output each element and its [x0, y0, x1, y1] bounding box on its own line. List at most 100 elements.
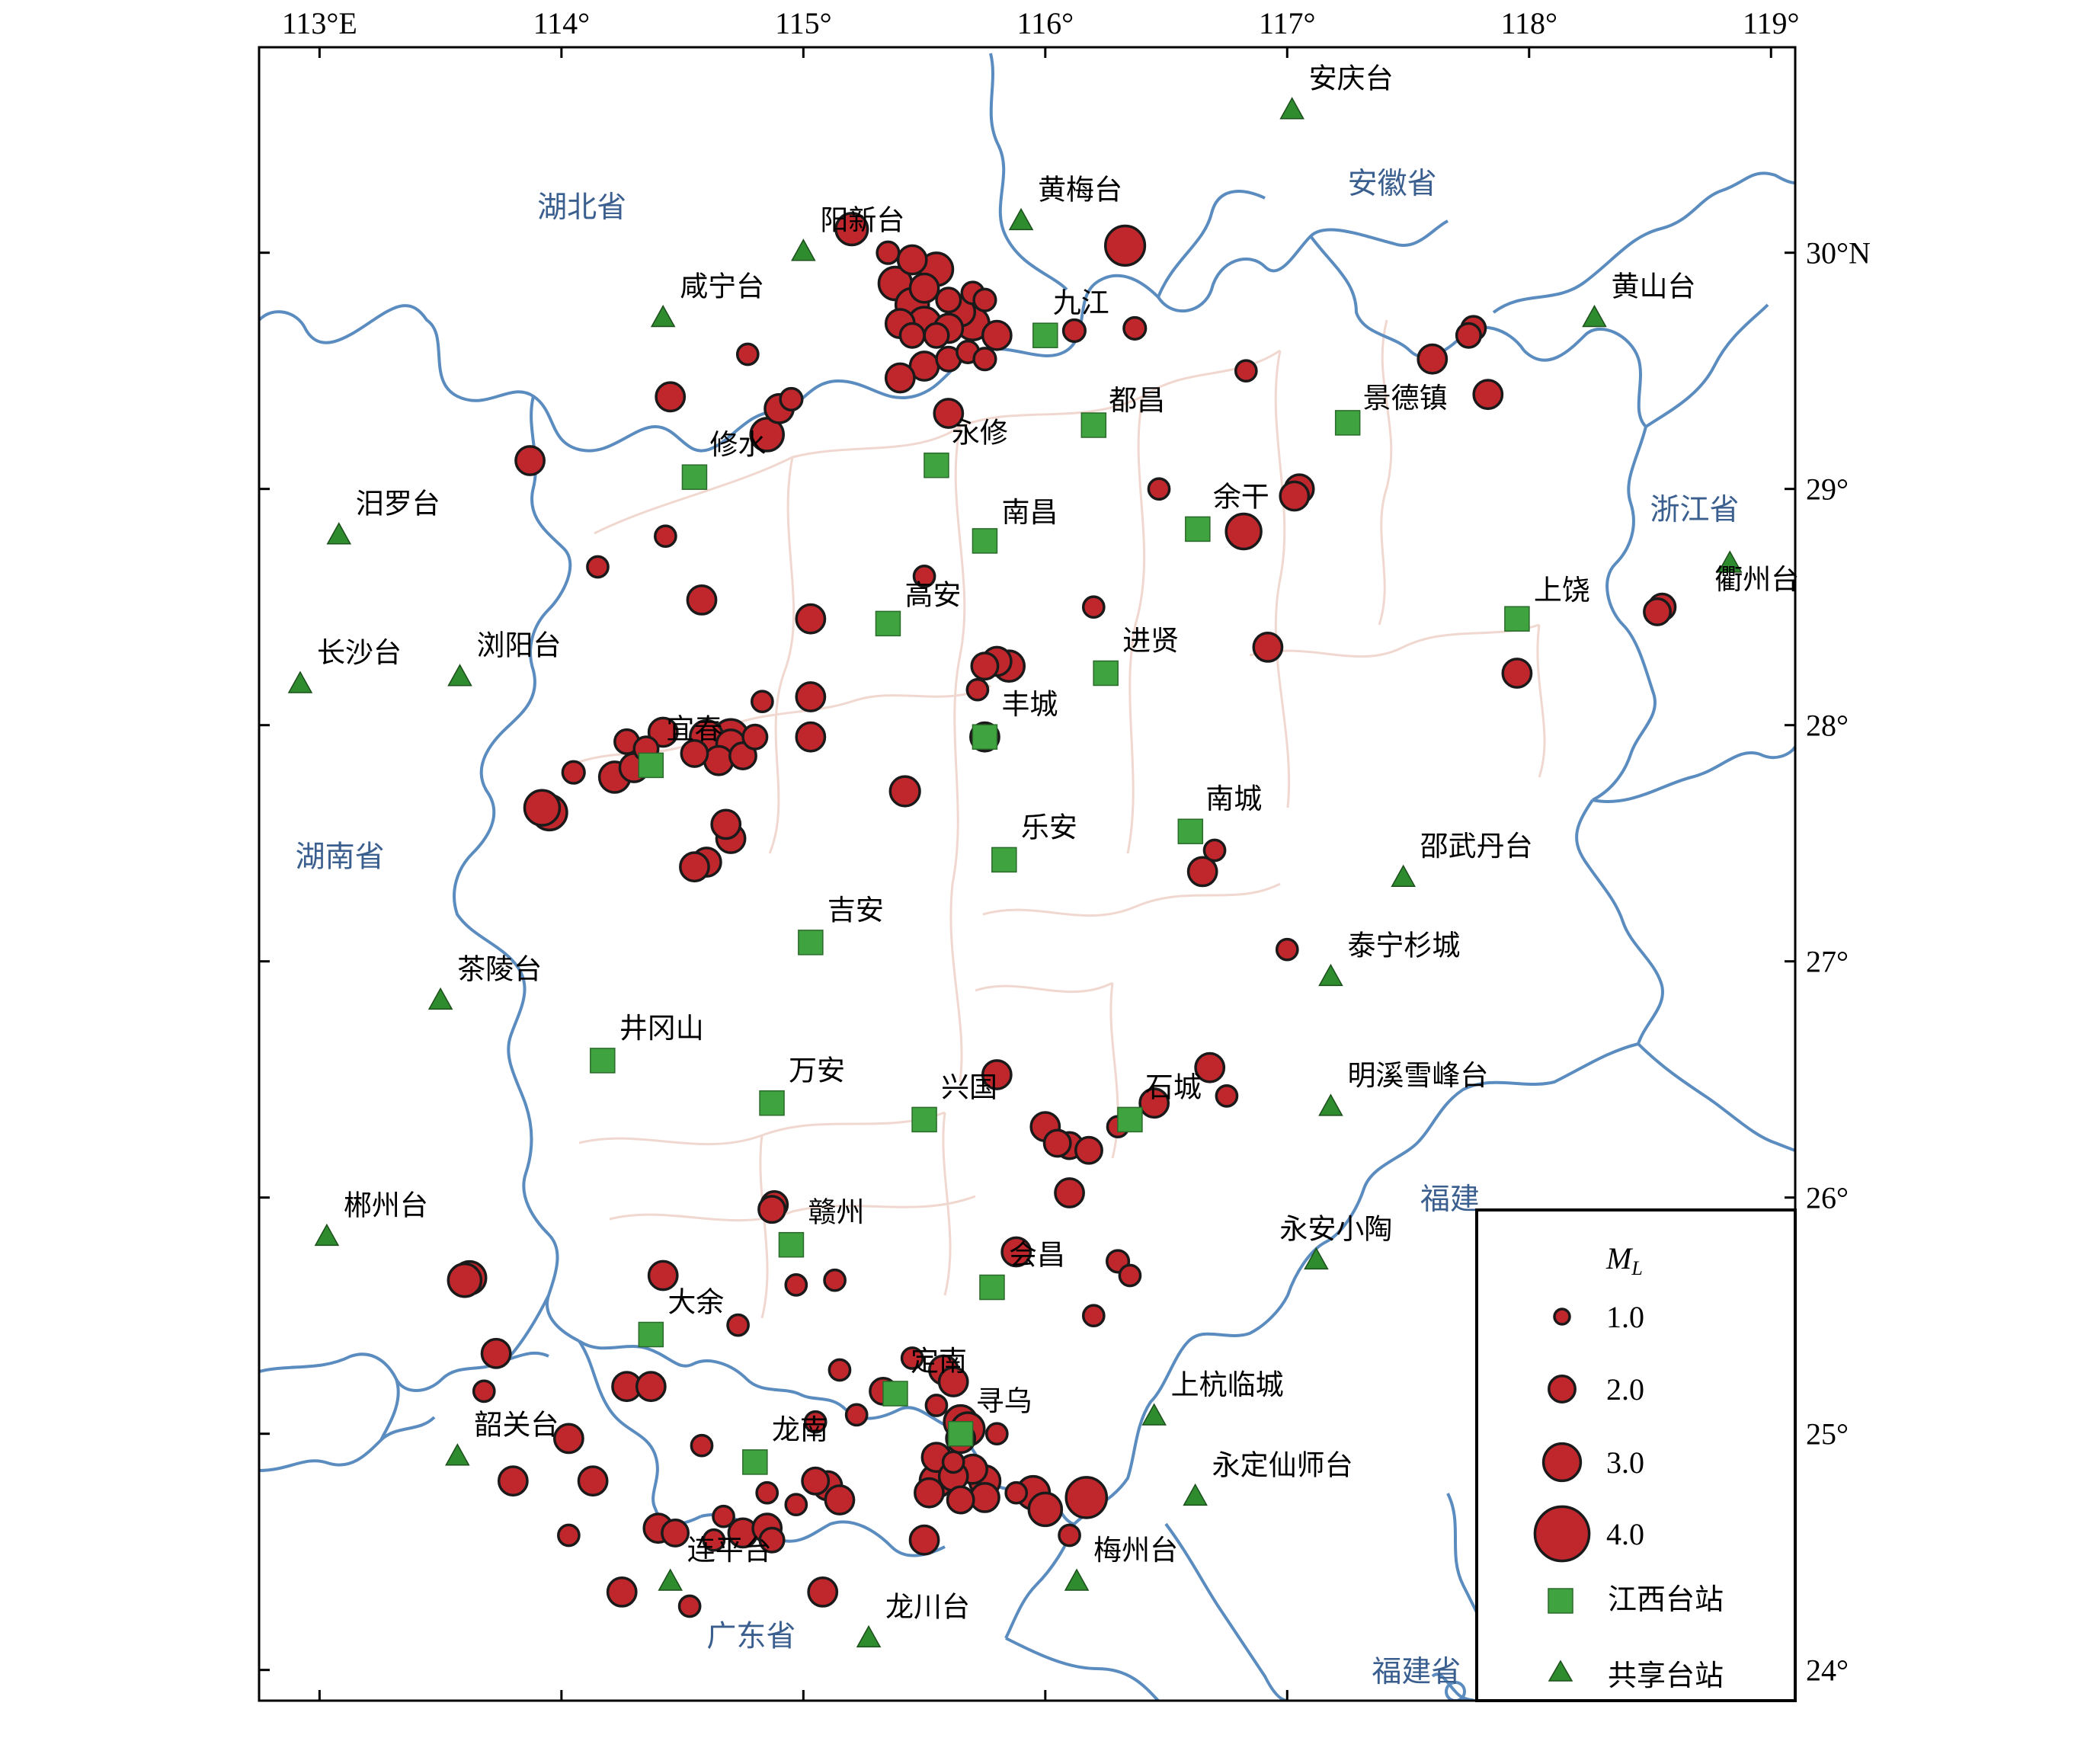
shared-station-label: 梅州台	[1093, 1534, 1178, 1567]
earthquake-marker	[969, 1482, 1000, 1513]
earthquake-marker	[823, 1268, 847, 1292]
jx-station-marker	[947, 1420, 974, 1447]
jx-station-marker	[798, 930, 824, 955]
jx-station-marker	[972, 528, 998, 554]
shared-station-label: 黄山台	[1611, 270, 1695, 303]
shared-station-label: 衢州台	[1714, 563, 1799, 596]
province-label: 湖南省	[296, 840, 385, 875]
earthquake-marker	[1103, 224, 1147, 267]
earthquake-marker	[935, 286, 962, 314]
shared-station-label: 安庆台	[1309, 62, 1394, 95]
lat-tick-label: 29°	[1806, 472, 1849, 507]
jx-station-label: 南昌	[1001, 496, 1058, 529]
jx-station-label: 兴国	[941, 1071, 997, 1103]
earthquake-marker	[1081, 1304, 1106, 1328]
jx-station-label: 高安	[904, 578, 961, 611]
earthquake-marker	[735, 342, 760, 366]
earthquake-marker	[726, 1313, 750, 1337]
earthquake-marker	[728, 741, 757, 770]
earthquake-layer	[447, 212, 1677, 1618]
earthquake-marker	[480, 1337, 512, 1369]
shared-station-marker	[427, 987, 453, 1010]
jx-station-label: 龙南	[772, 1413, 828, 1446]
shared-station-marker	[1318, 1093, 1343, 1116]
earthquake-marker	[876, 240, 901, 265]
earthquake-marker	[472, 1379, 496, 1404]
earthquake-marker	[912, 565, 936, 588]
earthquake-marker	[1147, 477, 1171, 501]
shared-station-label: 茶陵台	[457, 952, 542, 985]
earthquake-marker	[946, 1485, 975, 1515]
legend-size-label: 2.0	[1606, 1372, 1644, 1407]
earthquake-marker	[1472, 379, 1504, 411]
shared-station-marker	[856, 1624, 882, 1648]
earthquake-marker	[779, 386, 804, 411]
shared-station-marker	[1582, 304, 1607, 328]
shared-station-marker	[1304, 1247, 1329, 1270]
earthquake-marker	[552, 1423, 584, 1455]
jx-station-label: 景德镇	[1363, 382, 1448, 414]
province-label: 福建	[1420, 1183, 1480, 1217]
earthquake-marker	[1194, 1051, 1226, 1083]
jx-station-marker	[1185, 516, 1211, 543]
legend-box	[1475, 1208, 1797, 1702]
shared-station-label: 明溪雪峰台	[1347, 1059, 1488, 1092]
earthquake-marker	[690, 1433, 714, 1458]
shared-station-marker	[791, 238, 816, 261]
shared-station-marker	[287, 671, 313, 693]
jx-station-marker	[638, 1321, 664, 1348]
earthquake-marker	[828, 1358, 852, 1382]
jx-station-marker	[924, 452, 949, 479]
province-label: 福建省	[1372, 1655, 1461, 1689]
earthquake-marker	[514, 445, 546, 476]
earthquake-marker	[981, 319, 1013, 351]
jx-station-marker	[1117, 1106, 1143, 1133]
shared-station-label: 邵武丹台	[1420, 830, 1533, 863]
earthquake-marker	[801, 1466, 831, 1496]
lat-tick-label: 27°	[1806, 945, 1849, 979]
earthquake-marker	[908, 1524, 940, 1556]
jx-station-marker	[590, 1048, 616, 1074]
shared-station-marker	[658, 1568, 683, 1591]
shared-station-label: 汨罗台	[356, 488, 440, 520]
earthquake-marker	[712, 1504, 735, 1528]
legend-size-label: 3.0	[1606, 1445, 1644, 1480]
jx-station-marker	[911, 1106, 937, 1133]
shared-station-label: 永定仙师台	[1212, 1448, 1353, 1481]
shared-station-label: 咸宁台	[680, 270, 764, 303]
jx-station-marker	[1080, 412, 1107, 438]
legend-size-symbol	[1533, 1505, 1591, 1563]
earthquake-marker	[795, 681, 827, 712]
jx-station-marker	[1032, 322, 1058, 348]
jx-station-label: 修水	[709, 428, 766, 461]
earthquake-marker	[1064, 1476, 1109, 1519]
earthquake-marker	[1643, 597, 1672, 626]
shared-station-label: 郴州台	[344, 1189, 428, 1221]
earthquake-marker	[635, 1371, 667, 1403]
jx-station-label: 寻乌	[976, 1385, 1032, 1418]
earthquake-marker	[970, 651, 1000, 681]
jx-station-marker	[681, 464, 708, 490]
shared-station-label: 浏阳台	[477, 629, 562, 662]
earthquake-marker	[710, 808, 742, 840]
legend-size-label: 4.0	[1606, 1517, 1644, 1551]
jx-station-label: 丰城	[1001, 688, 1058, 721]
jx-station-marker	[972, 724, 998, 750]
shared-station-label: 上杭临城	[1171, 1368, 1284, 1401]
jx-station-label: 乐安	[1021, 811, 1077, 843]
shared-station-label: 阳新台	[820, 204, 904, 237]
lat-tick-label: 30°N	[1806, 236, 1871, 270]
jx-station-label: 进贤	[1122, 625, 1179, 658]
jx-station-label: 定南	[911, 1345, 967, 1378]
province-label: 湖北省	[537, 190, 626, 225]
earthquake-marker	[900, 1346, 924, 1370]
shared-station-label: 黄梅台	[1038, 173, 1122, 206]
earthquake-marker	[1186, 856, 1218, 888]
earthquake-marker	[561, 760, 586, 785]
earthquake-marker	[937, 1366, 969, 1397]
earthquake-marker	[447, 1262, 483, 1298]
earthquake-marker	[654, 524, 677, 549]
legend-shared-station-label: 共享台站	[1608, 1659, 1724, 1692]
jx-station-marker	[1093, 660, 1119, 687]
earthquake-marker	[1501, 658, 1533, 689]
